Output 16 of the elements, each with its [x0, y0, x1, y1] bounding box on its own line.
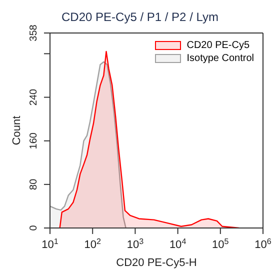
- chart-title: CD20 PE-Cy5 / P1 / P2 / Lym: [60, 9, 220, 26]
- x-tick-label: 10$^{2}$: [84, 236, 102, 251]
- x-tick-label: 10$^{5}$: [212, 236, 230, 251]
- y-tick-label: 80: [28, 178, 40, 190]
- x-tick-label: 10$^{6}$: [254, 236, 272, 251]
- y-axis-title: Count: [10, 116, 23, 146]
- y-tick-label: 240: [28, 88, 40, 106]
- y-tick-label: 160: [28, 132, 40, 150]
- x-tick-label: 10$^{3}$: [126, 236, 144, 251]
- x-axis-title: CD20 PE-Cy5-H: [116, 257, 197, 269]
- x-tick-label: 10$^{4}$: [169, 236, 187, 251]
- x-tick-label: 10$^{1}$: [42, 236, 59, 251]
- y-tick-label: 358: [28, 24, 40, 42]
- legend-label: Isotype Control: [186, 53, 254, 64]
- y-tick-label: 0: [28, 224, 40, 231]
- legend-label: CD20 PE-Cy5: [186, 40, 250, 51]
